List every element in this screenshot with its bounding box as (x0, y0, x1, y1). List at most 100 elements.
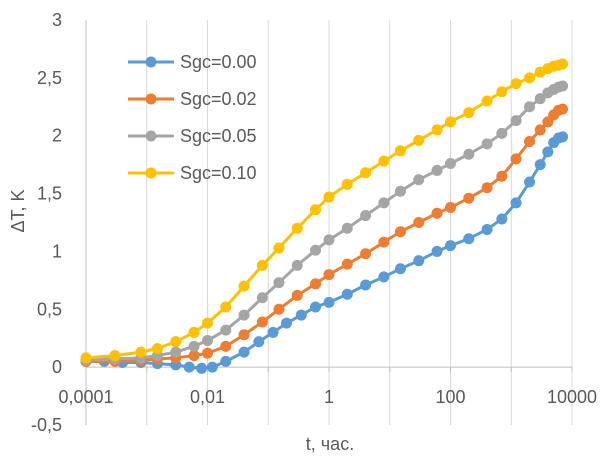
data-point (220, 340, 232, 352)
data-point (496, 127, 508, 139)
legend-entry: Sgc=0.05 (128, 126, 257, 146)
data-point (534, 124, 546, 136)
data-point (341, 288, 353, 300)
data-point (394, 263, 406, 275)
data-point (510, 78, 522, 90)
data-point (431, 164, 443, 176)
data-point (524, 176, 536, 188)
data-point (80, 352, 92, 364)
data-point (291, 259, 303, 271)
data-point (510, 197, 522, 209)
data-point (135, 346, 147, 358)
legend-entry: Sgc=0.02 (128, 89, 257, 109)
data-point (196, 362, 208, 374)
data-point (267, 326, 279, 338)
data-point (431, 245, 443, 257)
gridlines (85, 20, 573, 425)
data-point (310, 301, 322, 313)
data-point (378, 197, 390, 209)
tick-labels: -0,5 0 0,5 1 1,5 2 2,5 3 0,0001 0,01 1 100 10000 (31, 10, 597, 435)
data-point (323, 234, 335, 246)
data-point (557, 58, 569, 70)
data-point (431, 124, 443, 136)
data-point (360, 248, 372, 260)
data-point (394, 226, 406, 238)
data-point (524, 72, 536, 84)
data-point (557, 103, 569, 115)
legend-marker (145, 93, 157, 105)
data-point (310, 244, 322, 256)
data-point (273, 277, 285, 289)
data-point (310, 278, 322, 290)
data-point (220, 324, 232, 336)
data-point (378, 271, 390, 283)
legend-label: Sgc=0.02 (180, 89, 257, 109)
data-point (413, 255, 425, 267)
y-tick-label: 0,5 (37, 299, 62, 319)
data-point (496, 213, 508, 225)
x-tick-label: 0,0001 (58, 387, 113, 407)
data-point (413, 217, 425, 228)
data-point (413, 134, 425, 146)
data-point (202, 317, 213, 329)
data-point (323, 269, 335, 281)
data-point (291, 222, 303, 234)
data-point (481, 138, 493, 150)
data-point (310, 204, 322, 216)
data-point (394, 145, 406, 157)
data-point (202, 347, 213, 359)
data-point (481, 182, 493, 194)
data-point (109, 350, 121, 362)
y-tick-label: 3 (52, 10, 62, 30)
data-point (481, 95, 493, 107)
data-point (206, 361, 218, 373)
legend-marker (145, 167, 157, 179)
data-point (378, 155, 390, 167)
data-point (151, 343, 163, 355)
y-tick-label: 1 (52, 241, 62, 261)
x-tick-label: 1 (324, 387, 334, 407)
data-point (496, 170, 508, 182)
data-point (238, 309, 250, 321)
data-point (256, 292, 268, 304)
data-point (445, 157, 456, 169)
data-point (273, 303, 285, 315)
legend-marker (145, 56, 157, 68)
data-point (510, 115, 522, 127)
data-point (295, 309, 307, 321)
legend: Sgc=0.00 Sgc=0.02 Sgc=0.05 Sgc=0.10 (128, 52, 257, 183)
data-point (496, 86, 508, 98)
data-point (323, 191, 335, 203)
data-point (394, 185, 406, 197)
data-point (188, 326, 200, 338)
data-point (256, 259, 268, 271)
data-point (256, 316, 268, 328)
data-point (170, 346, 182, 358)
data-point (188, 350, 200, 362)
data-point (341, 222, 353, 234)
y-tick-label: 2 (52, 126, 62, 146)
data-point (463, 148, 475, 160)
data-point (378, 236, 390, 248)
y-tick-label: -0,5 (31, 415, 62, 435)
data-point (360, 279, 372, 291)
y-tick-label: 1,5 (37, 184, 62, 204)
x-tick-label: 100 (435, 387, 465, 407)
series-line (84, 135, 565, 370)
data-point (273, 242, 285, 254)
data-point (341, 258, 353, 270)
data-point (557, 131, 569, 143)
data-point (238, 329, 250, 341)
y-tick-label: 0 (52, 357, 62, 377)
data-point (463, 107, 475, 119)
data-point (524, 101, 536, 113)
data-point (557, 80, 569, 92)
data-point (202, 335, 213, 347)
x-tick-label: 10000 (547, 387, 597, 407)
legend-entry: Sgc=0.10 (128, 163, 257, 183)
data-point (220, 355, 232, 367)
data-point (463, 192, 475, 204)
data-point (510, 153, 522, 165)
